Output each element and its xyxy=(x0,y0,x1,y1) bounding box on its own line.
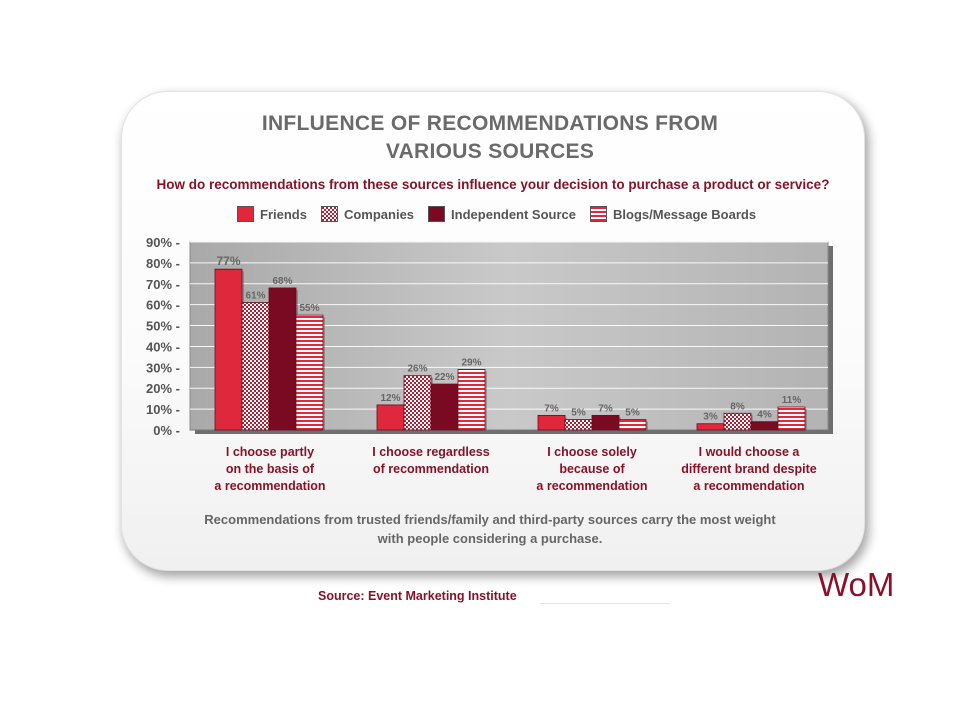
y-tick-label: 0% - xyxy=(153,423,180,438)
bar-friends-0 xyxy=(214,268,243,431)
legend-item-blogs: Blogs/Message Boards xyxy=(590,206,756,222)
data-label: 5% xyxy=(571,408,586,419)
x-category-label: because of xyxy=(559,462,625,476)
source-credit: Source: Event Marketing Institute xyxy=(318,589,517,603)
data-label: 7% xyxy=(598,403,613,414)
y-tick-label: 90% - xyxy=(146,235,180,250)
x-category-label: I choose solely xyxy=(547,445,637,459)
data-label: 77% xyxy=(216,254,240,268)
legend-label-companies: Companies xyxy=(343,206,415,222)
data-label: 61% xyxy=(245,291,265,302)
data-label: 12% xyxy=(380,393,400,404)
data-label: 29% xyxy=(461,357,481,368)
x-category-label: a recommendation xyxy=(214,479,325,493)
bar-blogs-message-boards-3 xyxy=(777,406,806,431)
footnote-line-2: with people considering a purchase. xyxy=(377,531,603,546)
x-category-label: different brand despite xyxy=(681,462,816,476)
y-tick-label: 30% - xyxy=(146,360,180,375)
bar-blogs-message-boards-2 xyxy=(618,419,647,431)
legend-item-companies: Companies xyxy=(320,206,415,222)
legend-item-independent: Independent Source xyxy=(428,206,576,222)
data-label: 26% xyxy=(407,364,427,375)
y-tick-label: 20% - xyxy=(146,381,180,396)
data-label: 5% xyxy=(625,408,640,419)
y-tick-label: 80% - xyxy=(146,256,180,271)
chart-footnote: Recommendations from trusted friends/fam… xyxy=(150,510,830,548)
x-category-label: I choose partly xyxy=(226,445,314,459)
legend-swatch-blogs xyxy=(590,206,608,222)
legend-label-independent: Independent Source xyxy=(451,206,577,222)
x-category-label: a recommendation xyxy=(693,479,804,493)
chart-title-line-2: VARIOUS SOURCES xyxy=(385,140,595,163)
chart-title-line-1: INFLUENCE OF RECOMMENDATIONS FROM xyxy=(261,112,719,135)
bar-independent-source-2 xyxy=(591,414,620,431)
bar-blogs-message-boards-0 xyxy=(295,314,324,431)
x-category-label: of recommendation xyxy=(373,462,489,476)
x-category-label: a recommendation xyxy=(536,479,647,493)
bar-companies-2 xyxy=(564,419,593,431)
bar-blogs-message-boards-1 xyxy=(457,369,486,431)
legend-label-friends: Friends xyxy=(260,206,307,222)
bar-independent-source-1 xyxy=(430,383,459,431)
survey-question: How do recommendations from these source… xyxy=(156,177,830,192)
x-category-label: I would choose a xyxy=(699,445,801,459)
data-label: 7% xyxy=(544,403,559,414)
bar-friends-3 xyxy=(696,423,725,431)
bar-independent-source-3 xyxy=(750,421,779,431)
wom-watermark: WoM xyxy=(818,566,895,603)
bar-companies-1 xyxy=(403,375,432,431)
y-tick-label: 70% - xyxy=(146,277,180,292)
bar-companies-3 xyxy=(723,412,752,431)
bar-independent-source-0 xyxy=(268,287,297,431)
data-label: 55% xyxy=(299,303,319,314)
y-tick-label: 50% - xyxy=(146,319,180,334)
data-label: 8% xyxy=(730,401,745,412)
source-underline xyxy=(540,603,670,604)
data-label: 3% xyxy=(703,412,718,423)
legend-swatch-independent xyxy=(428,206,446,222)
data-label: 22% xyxy=(434,372,454,383)
y-tick-label: 40% - xyxy=(146,339,180,354)
bar-friends-1 xyxy=(376,404,405,431)
x-category-label: on the basis of xyxy=(226,462,315,476)
legend-swatch-companies xyxy=(320,206,338,222)
legend: Friends Companies Independent Source Blo… xyxy=(237,205,770,223)
legend-label-blogs: Blogs/Message Boards xyxy=(613,206,757,222)
y-tick-label: 10% - xyxy=(146,402,180,417)
legend-swatch-friends xyxy=(237,206,254,222)
legend-item-friends: Friends xyxy=(237,206,307,222)
bar-companies-0 xyxy=(241,302,270,431)
data-label: 4% xyxy=(757,410,772,421)
data-label: 11% xyxy=(782,395,802,406)
y-tick-label: 60% - xyxy=(146,298,180,313)
bar-friends-2 xyxy=(537,414,566,431)
x-category-label: I choose regardless xyxy=(372,445,489,459)
data-label: 68% xyxy=(272,276,292,287)
footnote-line-1: Recommendations from trusted friends/fam… xyxy=(204,512,776,527)
